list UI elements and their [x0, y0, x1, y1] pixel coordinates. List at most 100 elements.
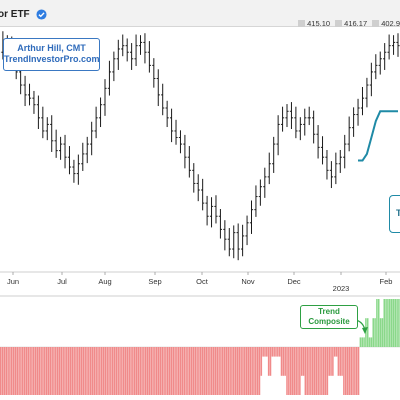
- indicator-bar-negative: [5, 347, 8, 395]
- indicator-bar-negative: [113, 347, 116, 395]
- indicator-bar-negative: [106, 347, 108, 395]
- indicator-bar-negative: [244, 347, 246, 395]
- x-tick-label: 2023: [333, 284, 350, 293]
- indicator-bar-negative: [330, 347, 332, 376]
- x-tick-label: Aug: [98, 277, 111, 286]
- indicator-bar-negative: [256, 347, 259, 395]
- indicator-bar-negative: [58, 347, 61, 395]
- indicator-bar-negative: [258, 347, 261, 395]
- trend-line-annotation-text: T: [396, 208, 400, 218]
- x-tick-label: Dec: [287, 277, 301, 286]
- trend-composite-line1: Trend: [318, 307, 340, 316]
- indicator-bar-positive: [366, 318, 369, 347]
- indicator-bar-negative: [227, 347, 230, 395]
- indicator-bar-negative: [322, 347, 325, 395]
- indicator-bar-positive: [365, 318, 367, 347]
- author-box: Arthur Hill, CMT TrendInvestorPro.com: [3, 38, 100, 71]
- indicator-bar-positive: [377, 299, 380, 347]
- indicator-bar-negative: [280, 347, 283, 376]
- indicator-bar-negative: [157, 347, 160, 395]
- indicator-bar-negative: [188, 347, 191, 395]
- indicator-bar-negative: [247, 347, 250, 395]
- indicator-bar-negative: [130, 347, 132, 395]
- indicator-bar-negative: [155, 347, 158, 395]
- indicator-bar-negative: [139, 347, 141, 395]
- indicator-bar-negative: [310, 347, 312, 395]
- indicator-bar-negative: [266, 347, 268, 357]
- indicator-bar-negative: [1, 347, 4, 395]
- indicator-bar-negative: [264, 347, 266, 357]
- indicator-bar-negative: [220, 347, 222, 395]
- indicator-bar-negative: [20, 347, 22, 395]
- indicator-bar-negative: [332, 347, 334, 376]
- indicator-bar-negative: [352, 347, 354, 395]
- trend-composite-label: Trend Composite: [300, 305, 358, 329]
- indicator-bar-positive: [381, 318, 384, 347]
- indicator-bar-positive: [363, 337, 365, 347]
- indicator-bar-negative: [53, 347, 55, 395]
- indicator-bar-negative: [117, 347, 119, 395]
- indicator-bar-negative: [245, 347, 248, 395]
- verified-check-icon: [36, 9, 47, 20]
- indicator-bar-negative: [33, 347, 35, 395]
- indicator-bar-negative: [18, 347, 20, 395]
- indicator-bar-negative: [29, 347, 31, 395]
- indicator-bar-negative: [40, 347, 42, 395]
- indicator-bar-negative: [229, 347, 231, 395]
- indicator-bar-negative: [36, 347, 39, 395]
- indicator-bar-negative: [187, 347, 189, 395]
- indicator-bar-negative: [102, 347, 105, 395]
- indicator-bar-negative: [242, 347, 244, 395]
- indicator-bar-negative: [22, 347, 24, 395]
- indicator-bar-negative: [9, 347, 11, 395]
- indicator-bar-negative: [262, 347, 264, 357]
- indicator-bar-negative: [66, 347, 68, 395]
- indicator-bar-negative: [288, 347, 290, 395]
- indicator-bar-negative: [190, 347, 193, 395]
- indicator-bar-negative: [203, 347, 206, 395]
- indicator-bar-negative: [174, 347, 176, 395]
- indicator-bar-negative: [223, 347, 226, 395]
- indicator-bar-negative: [183, 347, 186, 395]
- indicator-bar-negative: [300, 347, 303, 376]
- price-readouts: 415.10 416.17 402.9: [295, 19, 400, 28]
- indicator-bar-negative: [168, 347, 171, 395]
- x-tick-label: Jun: [7, 277, 19, 286]
- indicator-bar-negative: [135, 347, 138, 395]
- indicator-bar-negative: [121, 347, 123, 395]
- indicator-bar-negative: [214, 347, 217, 395]
- indicator-bar-negative: [225, 347, 228, 395]
- indicator-bar-negative: [222, 347, 224, 395]
- indicator-bar-negative: [97, 347, 99, 395]
- indicator-bar-negative: [170, 347, 173, 395]
- indicator-bar-positive: [394, 299, 397, 347]
- indicator-bar-negative: [218, 347, 220, 395]
- indicator-bar-negative: [31, 347, 33, 395]
- indicator-bar-negative: [348, 347, 351, 395]
- indicator-bar-negative: [304, 347, 307, 395]
- indicator-bar-negative: [80, 347, 83, 395]
- indicator-bar-positive: [370, 337, 373, 347]
- indicator-bar-negative: [324, 347, 327, 395]
- indicator-bar-negative: [64, 347, 66, 395]
- indicator-bar-negative: [67, 347, 70, 395]
- indicator-bar-negative: [295, 347, 297, 395]
- indicator-bar-negative: [45, 347, 48, 395]
- indicator-bar-negative: [38, 347, 41, 395]
- indicator-bar-negative: [152, 347, 154, 395]
- indicator-bar-negative: [95, 347, 97, 395]
- indicator-bar-negative: [209, 347, 211, 395]
- indicator-bar-negative: [231, 347, 233, 395]
- indicator-bar-negative: [88, 347, 90, 395]
- indicator-bar-negative: [275, 347, 277, 357]
- indicator-bar-negative: [42, 347, 44, 395]
- indicator-bar-negative: [216, 347, 219, 395]
- indicator-bar-negative: [25, 347, 28, 395]
- indicator-bar-negative: [286, 347, 288, 395]
- indicator-bar-negative: [93, 347, 96, 395]
- trend-composite-arrowhead: [362, 327, 368, 334]
- indicator-bar-negative: [319, 347, 321, 395]
- indicator-bar-positive: [385, 299, 387, 347]
- indicator-bar-negative: [137, 347, 140, 395]
